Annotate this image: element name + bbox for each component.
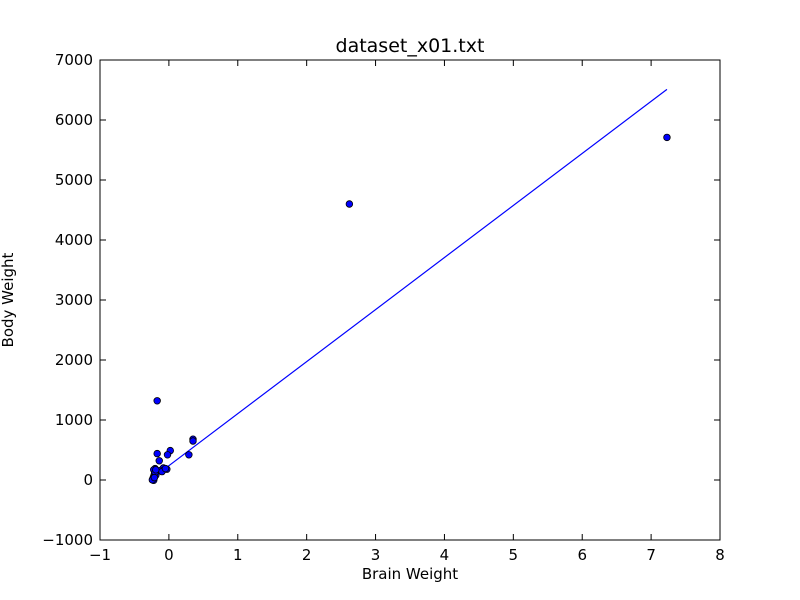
- data-points: [148, 133, 671, 484]
- fit-line-layer: [151, 88, 668, 479]
- y-tick-label: 0: [83, 471, 93, 489]
- x-tick-label: 1: [233, 546, 243, 564]
- plot-area-frame: [99, 59, 721, 541]
- y-tick-label: 4000: [55, 231, 93, 249]
- data-point: [150, 473, 159, 482]
- data-point: [185, 451, 193, 459]
- x-axis-label: Brain Weight: [362, 565, 458, 583]
- data-point: [189, 437, 197, 445]
- y-tick-label: 2000: [55, 351, 93, 369]
- y-axis-label: Body Weight: [0, 252, 17, 347]
- data-point: [153, 449, 161, 458]
- y-tick-label: 6000: [55, 111, 93, 129]
- data-point: [155, 457, 163, 465]
- x-tick-label: 0: [164, 546, 174, 564]
- axis-ticks: −1 0 1 2 3 4 5 6 7 8 −1000 0 1000 2000 3000 4000 5000 600…: [42, 51, 725, 564]
- data-point: [153, 397, 161, 405]
- chart-title: dataset_x01.txt: [336, 35, 485, 57]
- regression-line: [151, 88, 668, 479]
- data-point: [663, 133, 671, 142]
- y-tick-label: 1000: [55, 411, 93, 429]
- data-point: [152, 466, 160, 474]
- x-tick-label: 5: [509, 546, 519, 564]
- y-tick-label: 7000: [55, 51, 93, 69]
- data-point: [161, 464, 170, 473]
- data-point: [163, 451, 172, 459]
- x-tick-label: 8: [715, 546, 725, 564]
- x-tick-label: 7: [646, 546, 656, 564]
- data-point: [345, 200, 354, 208]
- x-tick-label: 3: [371, 546, 381, 564]
- x-tick-label: 2: [302, 546, 312, 564]
- x-tick-label: −1: [89, 546, 111, 564]
- y-tick-label: 3000: [55, 291, 93, 309]
- x-tick-label: 4: [440, 546, 450, 564]
- y-tick-label: −1000: [42, 531, 93, 549]
- y-tick-label: 5000: [55, 171, 93, 189]
- x-tick-label: 6: [577, 546, 587, 564]
